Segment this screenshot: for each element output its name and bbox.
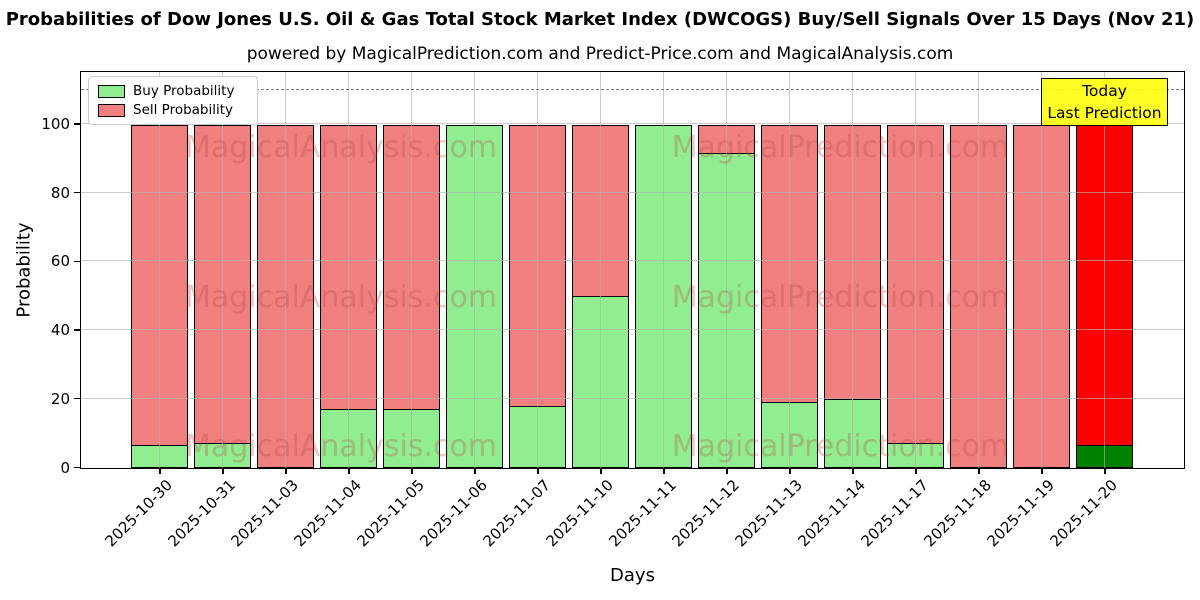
x-tick [159,469,161,474]
dashed-reference-line [81,89,1184,91]
legend-label-buy: Buy Probability [133,83,235,99]
plot-area [80,71,1185,469]
y-tick [74,329,80,331]
y-tick [74,398,80,400]
y-tick [74,192,80,194]
horizontal-gridline [81,123,1184,125]
vertical-gridline [411,72,412,468]
vertical-gridline [600,72,601,468]
vertical-gridline [978,72,979,468]
x-tick [663,469,665,474]
x-axis-label: Days [610,565,655,586]
x-tick [285,469,287,474]
y-tick [74,260,80,263]
x-tick [852,469,854,474]
buy-probability-swatch-icon [98,84,125,98]
x-tick [222,469,224,474]
vertical-gridline [159,72,160,468]
vertical-gridline [1041,72,1042,468]
y-tick-label: 40 [50,321,70,340]
x-tick [537,469,539,474]
x-tick [1041,469,1043,474]
vertical-gridline [915,72,916,468]
horizontal-gridline [81,397,1184,399]
x-tick-label: 2025-11-20 [958,475,1120,550]
x-tick [726,469,728,474]
sell-probability-swatch-icon [98,103,125,117]
y-tick [74,466,80,469]
today-annotation-line1: Today [1082,82,1127,100]
chart-subtitle: powered by MagicalPrediction.com and Pre… [246,44,954,64]
vertical-gridline [474,72,475,468]
vertical-gridline [1104,72,1105,468]
legend-item-sell: Sell Probability [98,102,248,118]
chart-title: Probabilities of Dow Jones U.S. Oil & Ga… [5,9,1195,30]
x-tick [411,469,413,474]
y-tick-label: 100 [41,115,70,134]
horizontal-gridline [81,260,1184,262]
x-tick [474,469,476,474]
y-tick-label: 0 [60,458,70,477]
legend-label-sell: Sell Probability [133,102,234,118]
legend: Buy Probability Sell Probability [88,76,258,125]
x-tick [978,469,980,474]
horizontal-gridline [81,191,1184,193]
today-annotation-line2: Last Prediction [1047,104,1162,122]
y-axis-label: Probability [13,222,35,318]
vertical-gridline [348,72,349,468]
vertical-gridline [726,72,727,468]
x-tick [789,469,791,474]
vertical-gridline [537,72,538,468]
legend-item-buy: Buy Probability [98,83,248,99]
x-tick [915,469,917,474]
x-tick [600,469,602,474]
vertical-gridline [789,72,790,468]
horizontal-gridline [81,329,1184,331]
y-tick [74,123,80,125]
y-tick-label: 80 [50,183,70,202]
y-tick-label: 60 [50,252,70,271]
vertical-gridline [852,72,853,468]
vertical-gridline [663,72,664,468]
vertical-gridline [222,72,223,468]
y-tick-label: 20 [50,389,70,408]
x-tick [1104,469,1106,474]
today-annotation: Today Last Prediction [1041,78,1168,126]
x-tick-label-text: 2025-11-20 [1046,476,1121,551]
vertical-gridline [285,72,286,468]
x-tick [348,469,350,474]
